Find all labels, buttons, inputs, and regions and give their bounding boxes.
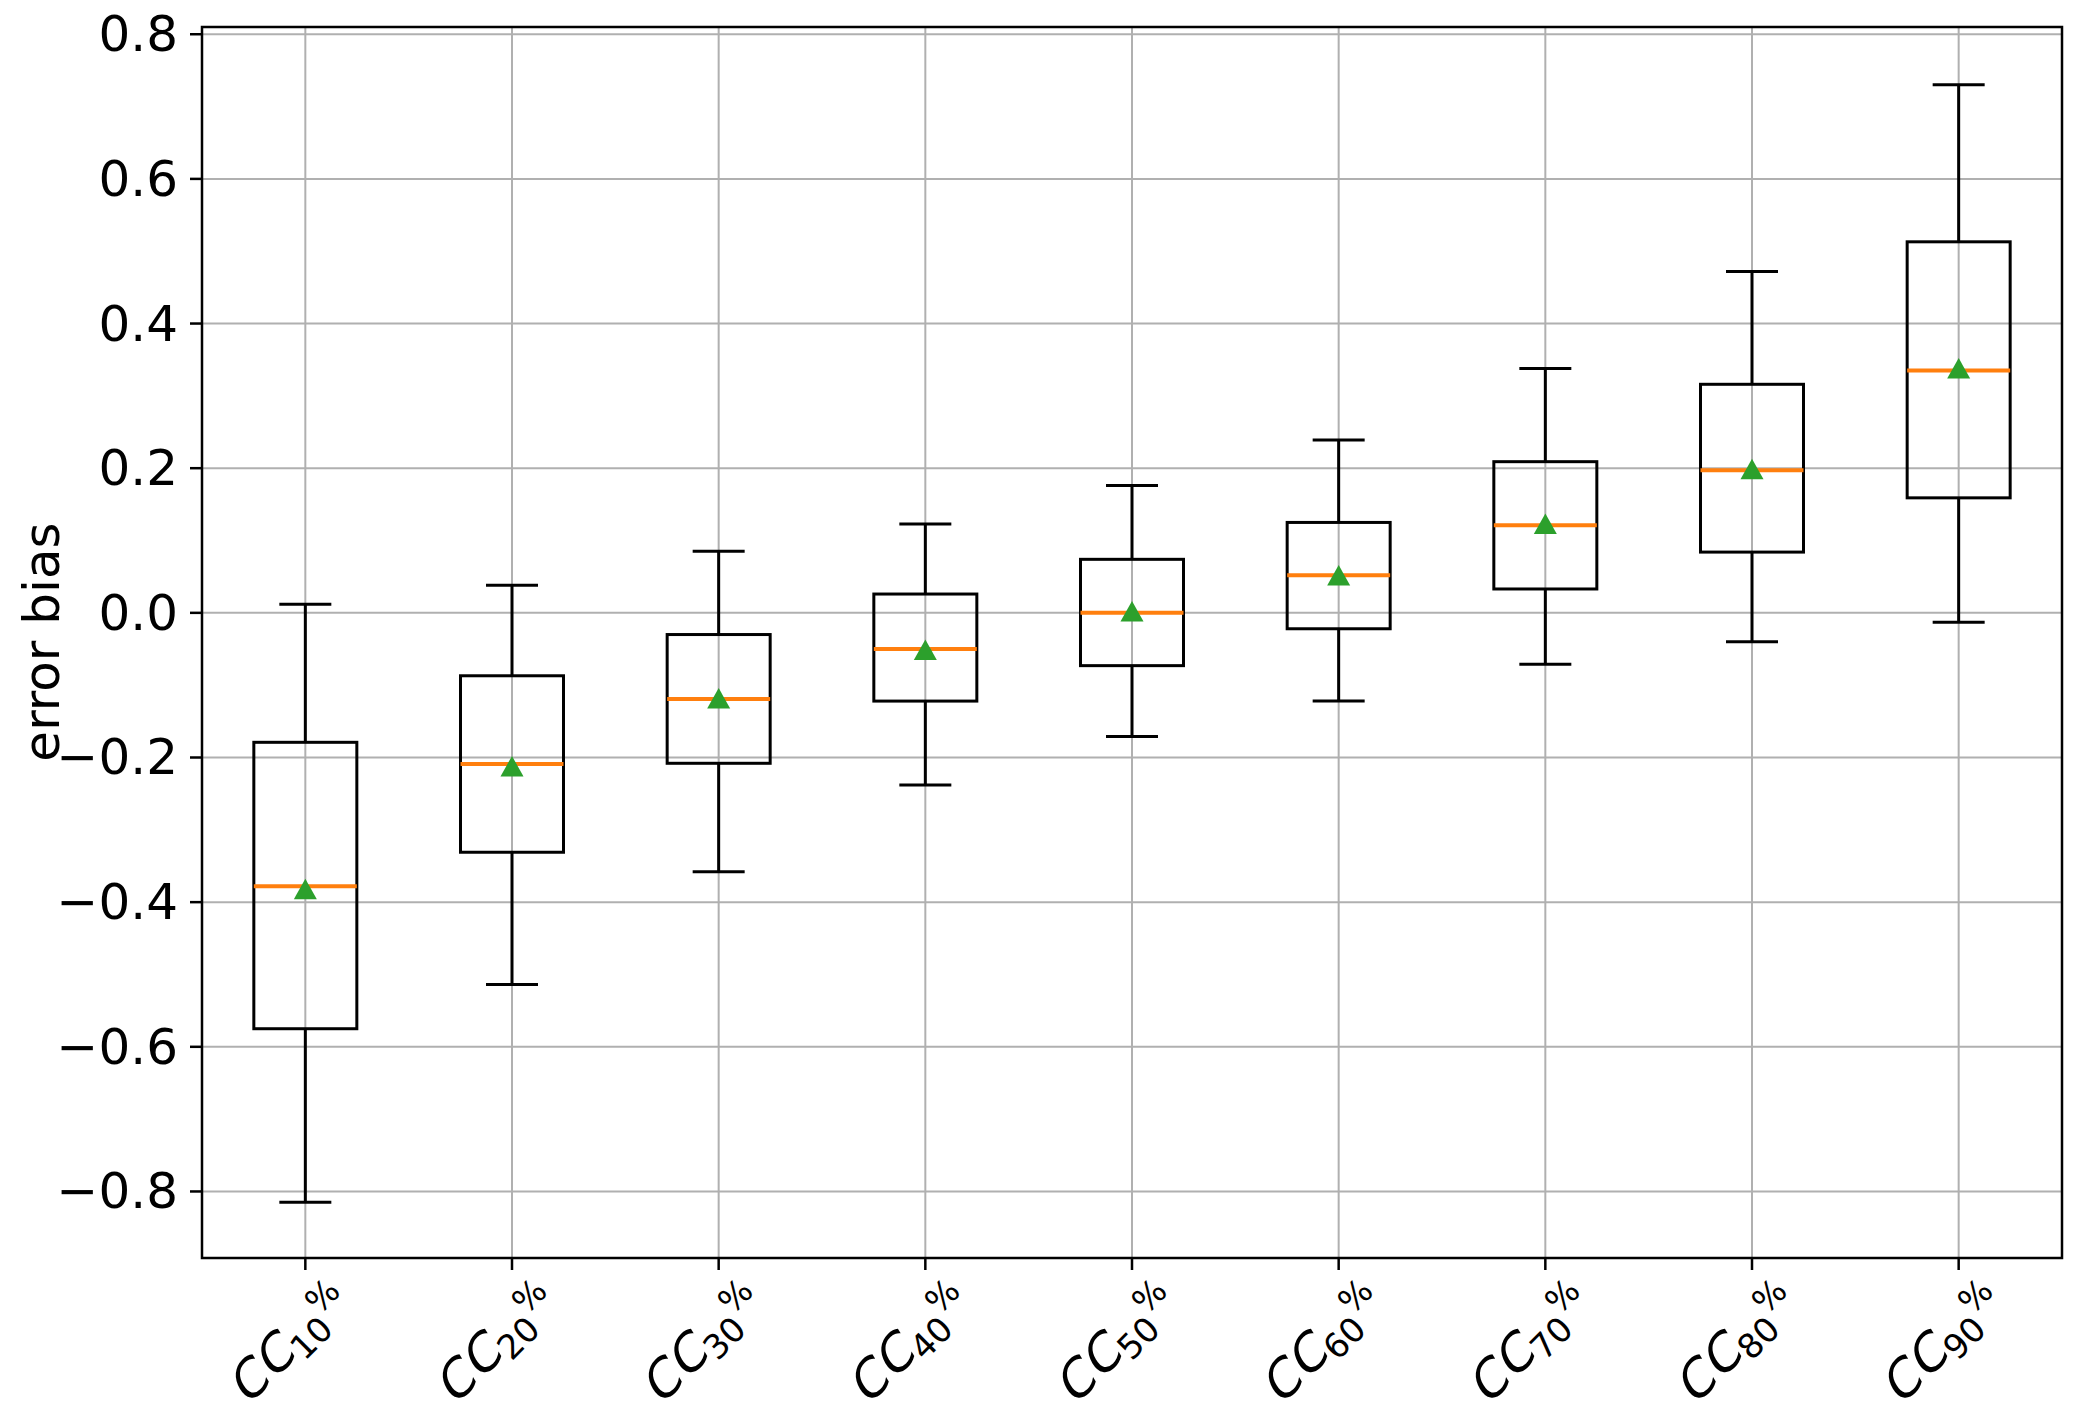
y-axis-label: error bias [13, 522, 71, 761]
box-CC_40% [874, 524, 977, 785]
box-CC_70% [1494, 368, 1597, 664]
mean-marker [294, 879, 317, 900]
y-tick-label: −0.2 [57, 728, 178, 786]
y-tick-label: 0.4 [98, 295, 178, 353]
plot-area: 0.8 0.6 0.4 0.2 0.0 −0.2 −0.4 −0.6 −0.8 [0, 0, 2081, 1424]
box-CC_50% [1081, 486, 1184, 737]
mean-marker [501, 756, 524, 777]
y-tick-label: −0.8 [57, 1162, 178, 1220]
y-tick-label: 0.6 [98, 150, 178, 208]
y-tick-label: 0.0 [98, 584, 178, 642]
y-tick-label: 0.2 [98, 439, 178, 497]
boxplot-figure: 0.8 0.6 0.4 0.2 0.0 −0.2 −0.4 −0.6 −0.8 error bi… [0, 0, 2081, 1424]
y-tick-label: 0.8 [98, 5, 178, 63]
y-tick-label: −0.4 [57, 873, 178, 931]
box-CC_60% [1287, 440, 1390, 701]
mean-marker [1947, 358, 1970, 379]
y-tick-label: −0.6 [57, 1018, 178, 1076]
